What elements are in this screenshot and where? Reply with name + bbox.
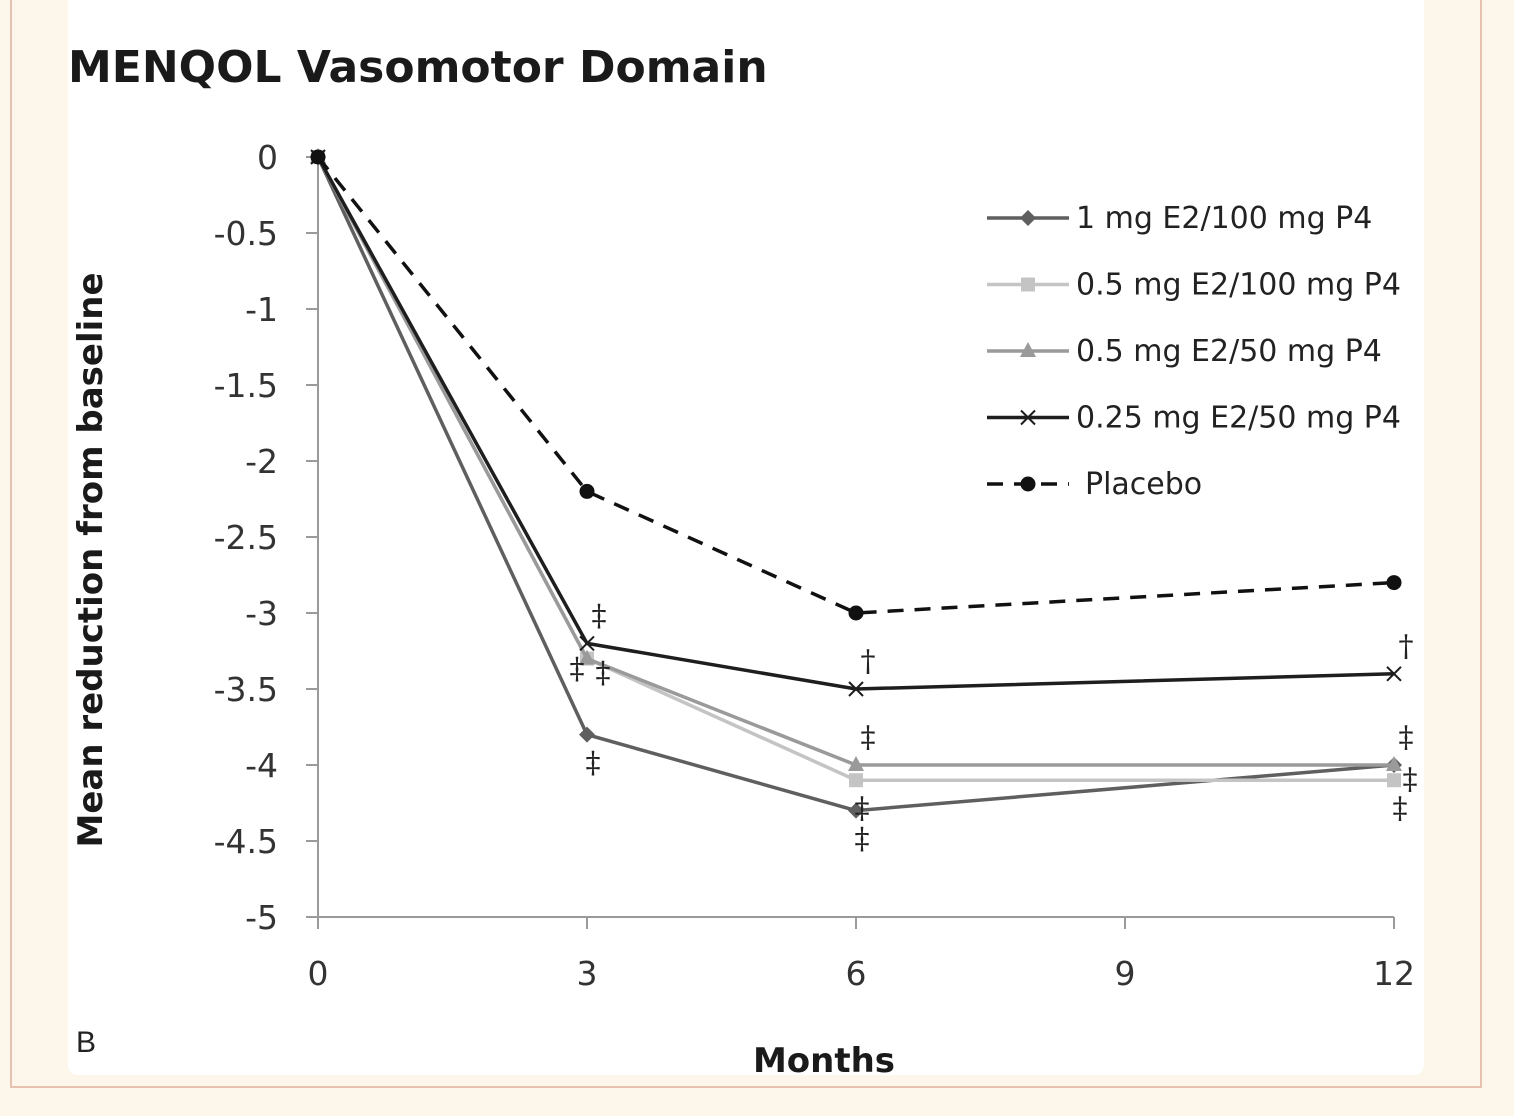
legend-entry: 0.5 mg E2/50 mg P4: [987, 334, 1382, 369]
significance-marker: ‡: [592, 598, 607, 633]
y-tick-label: -0.5: [214, 214, 278, 253]
x-tick-label: 12: [1373, 954, 1415, 993]
legend-marker: [1020, 210, 1036, 226]
data-point: [1386, 666, 1402, 682]
data-point: [848, 802, 864, 819]
chart-title: MENQOL Vasomotor Domain: [68, 42, 768, 93]
legend-entry: 1 mg E2/100 mg P4: [987, 201, 1372, 236]
x-tick-label: 9: [1115, 954, 1136, 993]
y-tick-label: -2: [245, 442, 278, 481]
series-4: [310, 149, 1402, 621]
series-0: [310, 149, 1402, 819]
series-line: [316, 156, 1394, 767]
legend-label: 0.25 mg E2/50 mg P4: [1076, 401, 1401, 436]
series-layer: [310, 148, 1402, 819]
y-tick-label: -1.5: [214, 366, 278, 405]
data-point: [849, 773, 863, 788]
significance-marker: ‡: [855, 822, 870, 857]
significance-marker: †: [1399, 629, 1414, 664]
legend-entry: Placebo: [987, 467, 1202, 502]
y-tick-label: 0: [257, 138, 278, 177]
x-tick-label: 0: [308, 954, 329, 993]
axes: 0 -0.5 -1 -1.5 -2 -2.5 -3 -3.5 -4 -4.5 -5 0 3 6 9 12: [214, 138, 1415, 993]
data-point: [310, 149, 326, 165]
series-line: [316, 156, 1394, 782]
legend-label: 0.5 mg E2/50 mg P4: [1076, 334, 1382, 369]
y-tick-label: -1: [245, 290, 278, 329]
data-point: [1386, 575, 1402, 591]
x-tick-label: 3: [577, 954, 598, 993]
y-tick-label: -3.5: [214, 670, 278, 709]
x-axis-label: Months: [753, 1041, 895, 1081]
y-tick-label: -4: [245, 746, 278, 785]
significance-marker: ‡: [861, 720, 876, 755]
legend-entry: 0.5 mg E2/100 mg P4: [987, 268, 1401, 303]
significance-marker: ‡: [1393, 791, 1408, 826]
chart-panel: [68, 0, 1424, 1075]
data-point: [579, 726, 595, 743]
legend-marker: [1020, 476, 1036, 492]
data-point: [1387, 773, 1401, 788]
data-point: [579, 635, 595, 652]
y-tick-label: -2.5: [214, 518, 278, 557]
significance-marker: ‡: [570, 652, 585, 687]
data-point: [848, 681, 864, 697]
series-line: [316, 156, 1395, 813]
series-1: [311, 150, 1401, 788]
series-line: [316, 155, 1395, 615]
data-point: [848, 756, 864, 771]
y-axis-label: Mean reduction from baseline: [71, 272, 111, 847]
y-tick-label: -4.5: [214, 822, 278, 861]
y-tick-label: -5: [245, 898, 278, 937]
data-point: [1386, 756, 1402, 771]
legend: 1 mg E2/100 mg P4 0.5 mg E2/100 mg P4 0.5 …: [987, 201, 1401, 502]
data-point: [579, 483, 595, 499]
annotation-layer: ‡‡ ‡‡†‡‡‡†‡‡‡: [570, 598, 1418, 856]
legend-label: 1 mg E2/100 mg P4: [1076, 201, 1372, 236]
significance-marker: ‡: [1399, 720, 1414, 755]
legend-label: 0.5 mg E2/100 mg P4: [1076, 268, 1401, 303]
legend-marker: [1020, 409, 1036, 426]
significance-marker: ‡: [855, 791, 870, 826]
data-point: [579, 649, 595, 665]
x-tick-label: 6: [846, 954, 867, 993]
significance-marker: †: [861, 644, 876, 679]
legend-marker: [1020, 342, 1036, 357]
significance-marker: ‡: [1403, 762, 1418, 797]
legend-marker: [1021, 277, 1035, 292]
legend-entry: 0.25 mg E2/50 mg P4: [987, 401, 1401, 436]
significance-marker: ‡: [596, 656, 611, 691]
series-line: [316, 156, 1395, 691]
y-tick-label: -3: [245, 594, 278, 633]
legend-label: Placebo: [1085, 467, 1202, 502]
data-point: [848, 605, 864, 621]
panel-letter: B: [76, 1026, 96, 1059]
significance-marker: ‡: [586, 746, 601, 781]
